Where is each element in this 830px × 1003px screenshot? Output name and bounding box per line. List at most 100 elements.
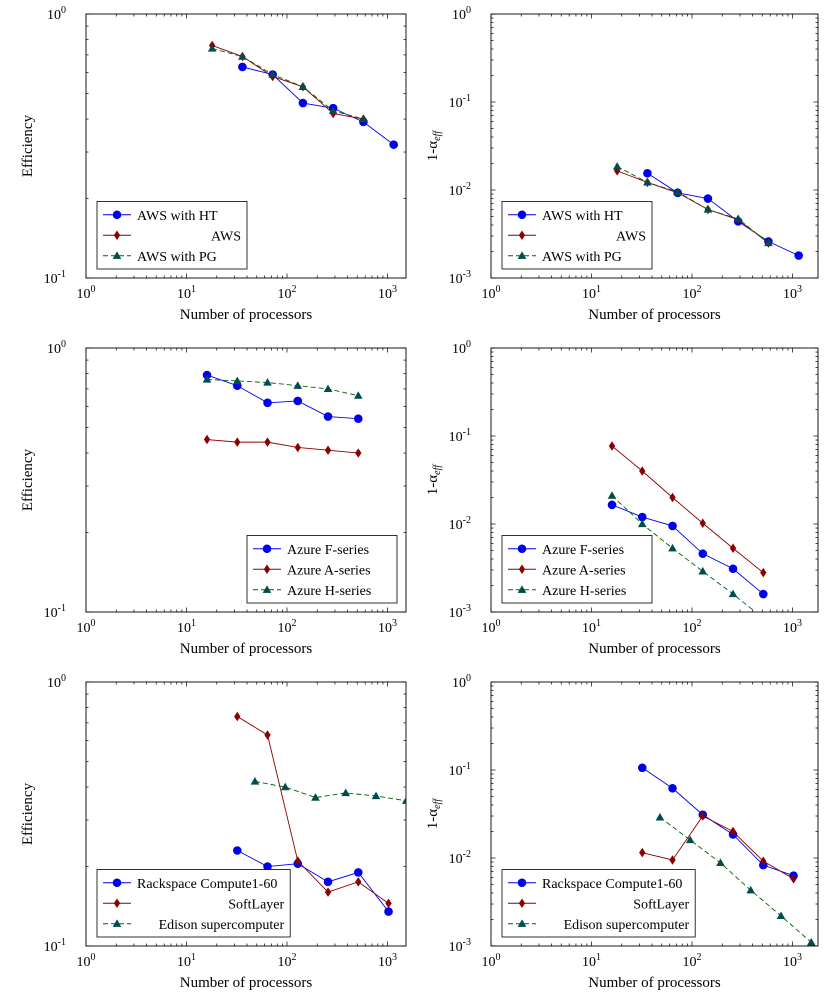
data-point (371, 791, 381, 800)
x-tick-label: 101 (177, 284, 196, 302)
data-point (643, 177, 652, 186)
x-tick-label: 103 (378, 284, 397, 302)
data-point (353, 868, 363, 877)
plot-frame (490, 13, 819, 279)
data-point (385, 898, 392, 909)
x-axis-label: Number of processors (588, 975, 721, 991)
legend-label: SoftLayer (633, 897, 689, 912)
x-tick-label: 102 (683, 284, 702, 302)
legend-label: Azure A-series (287, 563, 371, 578)
data-point (112, 210, 122, 220)
x-tick-label: 100 (482, 952, 501, 970)
y-axis-label: Efficiency (20, 114, 36, 177)
data-point (293, 396, 303, 406)
y-tick-exponent: -1 (58, 937, 66, 948)
x-tick-exponent: 2 (697, 952, 702, 963)
data-point (232, 376, 242, 385)
x-tick-label: 101 (177, 952, 196, 970)
data-point (637, 519, 647, 528)
series-line (242, 66, 394, 146)
x-axis-label: Number of processors (588, 641, 721, 657)
data-point (355, 448, 362, 458)
y-tick-label: 100 (47, 5, 66, 23)
x-tick-label: 103 (783, 952, 802, 970)
data-point (203, 434, 211, 445)
data-point (518, 230, 526, 240)
data-point (729, 543, 737, 554)
data-point (517, 251, 527, 259)
data-point (355, 877, 362, 887)
y-tick-label: 10-3 (449, 937, 471, 955)
x-tick-exponent: 2 (292, 952, 297, 963)
legend-label: Edison supercomputer (159, 918, 285, 933)
series-line (642, 815, 794, 880)
legend-label: Azure H-series (287, 584, 371, 599)
data-point (655, 812, 665, 821)
series-group (612, 162, 803, 260)
legend-label: Azure A-series (542, 563, 626, 578)
y-tick-label: 10-1 (44, 269, 66, 287)
x-tick-label: 100 (482, 618, 501, 636)
x-tick-label: 101 (582, 952, 601, 970)
data-point (728, 589, 738, 598)
y-tick-label: 10-1 (449, 93, 471, 111)
legend-label: AWS with PG (137, 250, 217, 265)
data-point (298, 98, 308, 108)
y-tick-label: 10-1 (44, 603, 66, 621)
data-point (806, 937, 816, 946)
x-tick-exponent: 0 (91, 284, 96, 295)
x-tick-exponent: 0 (91, 952, 96, 963)
data-point (518, 564, 526, 574)
data-point (685, 835, 695, 844)
y-tick-label: 10-2 (449, 849, 471, 867)
data-point (698, 566, 708, 575)
x-tick-label: 103 (378, 618, 397, 636)
data-point (699, 518, 706, 528)
data-point (328, 106, 338, 114)
plot-frame (85, 13, 407, 279)
series-line (206, 379, 359, 397)
series-group (207, 40, 398, 149)
data-point (112, 878, 122, 888)
legend-label: Azure H-series (542, 584, 626, 599)
data-point (323, 384, 333, 393)
legend-label: AWS with PG (542, 250, 622, 265)
legend-label: AWS with HT (542, 209, 623, 224)
x-tick-exponent: 1 (596, 952, 601, 963)
x-tick-exponent: 3 (392, 284, 397, 295)
x-tick-exponent: 0 (496, 952, 501, 963)
x-tick-label: 101 (582, 284, 601, 302)
data-point (232, 846, 242, 855)
y-tick-exponent: -2 (463, 181, 471, 192)
legend: AWS with HT AWS AWS with PG (96, 201, 248, 270)
y-axis-label: 1-αeff (425, 130, 443, 162)
data-point (238, 52, 247, 60)
x-tick-exponent: 0 (91, 618, 96, 629)
data-point (238, 62, 247, 72)
data-point (608, 441, 616, 451)
legend-label: Rackspace Compute1-60 (542, 877, 682, 892)
data-point (673, 187, 682, 196)
y-axis-label: Efficiency (20, 782, 36, 845)
data-point (234, 437, 241, 447)
data-point (341, 788, 351, 797)
data-point (263, 398, 272, 408)
data-point (389, 140, 398, 149)
y-tick-label: 10-3 (449, 603, 471, 621)
legend-label: AWS (616, 229, 646, 244)
data-point (729, 826, 737, 837)
y-tick-label: 10-1 (44, 937, 66, 955)
series-line (212, 48, 364, 120)
data-point (643, 168, 652, 178)
legend: Azure F-series Azure A-series Azure H-seri… (501, 535, 653, 604)
x-tick-exponent: 1 (191, 618, 196, 629)
data-point (207, 44, 217, 52)
data-point (759, 614, 767, 621)
x-tick-label: 102 (278, 284, 297, 302)
data-point (760, 567, 767, 578)
data-point (262, 544, 272, 554)
y-tick-exponent: -3 (463, 937, 471, 948)
data-point (668, 783, 677, 793)
